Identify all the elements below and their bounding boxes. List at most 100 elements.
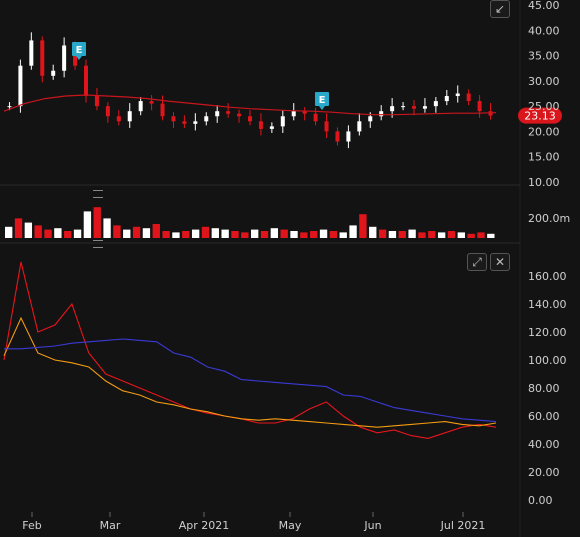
- volume-bar: [467, 233, 475, 238]
- candle-body: [324, 121, 329, 132]
- iv-panel: [3, 261, 497, 439]
- volume-bar: [123, 229, 131, 238]
- price-axis-tick-label: 20.00: [528, 125, 560, 138]
- volume-bar: [290, 231, 298, 238]
- candle-body: [313, 113, 318, 122]
- volume-bar: [310, 231, 318, 238]
- volume-bar: [329, 231, 338, 238]
- candle-body: [51, 70, 56, 76]
- iv-series-line: [4, 338, 497, 423]
- volume-bar: [152, 224, 160, 238]
- volume-bar: [191, 229, 200, 238]
- volume-bar: [477, 232, 485, 238]
- candle-body: [215, 111, 220, 117]
- volume-bar: [437, 232, 446, 238]
- price-axis-tick-label: 25.00: [528, 100, 560, 113]
- expand-panel-button[interactable]: ⤢: [467, 253, 487, 271]
- volume-bar: [34, 225, 42, 238]
- price-axis-tick-label: 10.00: [528, 176, 560, 189]
- iv-axis-tick-label: 140.00: [528, 298, 567, 311]
- volume-bar: [378, 229, 387, 238]
- expand-diagonal-icon: ⤢: [472, 254, 482, 269]
- volume-bar: [142, 228, 151, 238]
- volume-bar: [447, 231, 456, 238]
- drag-handle-icon[interactable]: [93, 240, 103, 248]
- iv-axis-tick-label: 60.00: [528, 410, 560, 423]
- volume-bar: [64, 231, 72, 238]
- candle-body: [477, 101, 482, 112]
- date-axis-tick-label: Feb: [22, 519, 41, 532]
- earnings-marker-label: E: [76, 45, 83, 56]
- iv-axis-tick-label: 120.00: [528, 326, 567, 339]
- candle-body: [237, 113, 242, 117]
- iv-axis-tick-label: 20.00: [528, 466, 560, 479]
- volume-axis-tick-label: 200.0m: [528, 212, 570, 225]
- earnings-marker-pointer: [76, 56, 82, 60]
- volume-bar: [388, 231, 397, 238]
- candle-body: [291, 111, 296, 117]
- candle-body: [390, 106, 395, 112]
- volume-bar: [260, 231, 269, 238]
- collapse-diagonal-icon: ↙: [494, 2, 506, 16]
- candle-body: [422, 106, 427, 109]
- candle-body: [433, 101, 438, 107]
- candle-body: [368, 116, 373, 122]
- earnings-marker: [72, 42, 86, 56]
- candle-body: [40, 40, 45, 76]
- volume-bar: [319, 229, 328, 238]
- candle-body: [18, 65, 23, 107]
- current-price-value: 23.13: [524, 110, 556, 123]
- volume-bar: [83, 211, 92, 238]
- candle-body: [302, 111, 307, 114]
- close-panel-button[interactable]: ✕: [490, 253, 510, 271]
- iv-series-line: [3, 316, 497, 428]
- candle-body: [412, 106, 416, 109]
- volume-bar: [349, 225, 357, 238]
- volume-bar: [132, 226, 141, 238]
- earnings-marker-label: E: [319, 95, 326, 106]
- current-price-tag: [518, 107, 562, 124]
- volume-bar: [487, 233, 495, 238]
- date-axis-tick-label: Jun: [363, 519, 381, 532]
- iv-axis-tick-label: 80.00: [528, 382, 560, 395]
- volume-bar: [103, 218, 111, 238]
- candle-body: [116, 116, 121, 122]
- candle-body: [269, 126, 274, 129]
- moving-average-line: [3, 94, 497, 116]
- drag-handle-icon[interactable]: [93, 190, 103, 198]
- volume-bar: [73, 229, 82, 238]
- volume-bar: [339, 232, 347, 238]
- iv-axis-tick-label: 0.00: [528, 494, 553, 507]
- volume-bar: [162, 231, 170, 238]
- candle-body: [401, 106, 406, 108]
- candle-body: [182, 121, 187, 124]
- date-axis-tick-label: Jul 2021: [440, 519, 486, 532]
- earnings-marker: [315, 92, 329, 106]
- price-axis-tick-label: 15.00: [528, 151, 560, 164]
- volume-bar: [172, 232, 180, 238]
- candle-body: [7, 106, 12, 108]
- volume-bar: [457, 232, 465, 238]
- candle-body: [62, 45, 67, 71]
- candle-body: [346, 131, 351, 142]
- volume-bar: [231, 231, 239, 238]
- iv-series-line: [3, 261, 497, 439]
- volume-bar: [270, 228, 279, 238]
- collapse-button[interactable]: ↙: [490, 0, 510, 18]
- volume-bar: [211, 228, 219, 238]
- volume-bar: [93, 207, 101, 238]
- volume-bar: [24, 222, 33, 238]
- candle-body: [105, 106, 110, 117]
- close-x-icon: ✕: [494, 255, 506, 269]
- date-axis-tick-label: Apr 2021: [179, 519, 230, 532]
- candle-body: [94, 96, 99, 107]
- candle-body: [280, 116, 285, 127]
- price-axis-tick-label: 45.00: [528, 0, 560, 12]
- candle-body: [84, 65, 88, 97]
- candle-body: [204, 116, 209, 122]
- volume-bar: [359, 214, 367, 238]
- candle-body: [248, 116, 252, 122]
- date-axis-tick-label: May: [279, 519, 302, 532]
- volume-bar: [300, 232, 308, 238]
- iv-axis-tick-label: 40.00: [528, 438, 560, 451]
